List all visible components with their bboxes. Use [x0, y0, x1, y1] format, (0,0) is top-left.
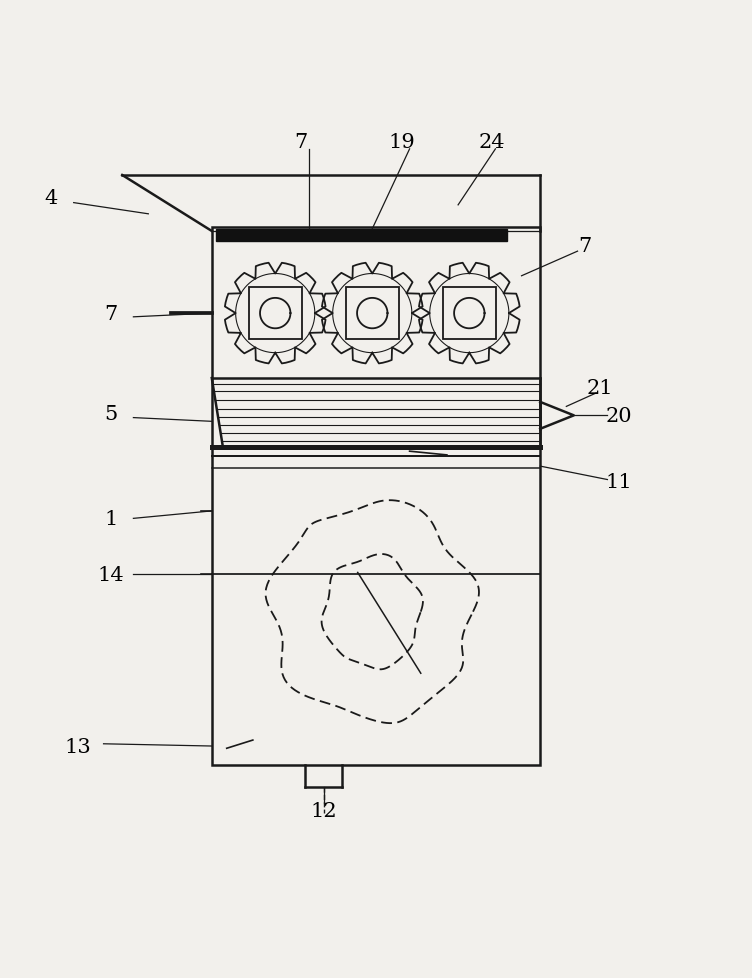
Bar	[346, 288, 399, 340]
Bar	[212, 228, 540, 765]
Text: 24: 24	[478, 133, 505, 152]
Text: 20: 20	[605, 407, 632, 425]
Text: 12: 12	[311, 802, 337, 821]
Text: 1: 1	[105, 510, 118, 528]
Text: 5: 5	[105, 405, 117, 423]
Text: 4: 4	[44, 189, 58, 207]
Text: 19: 19	[389, 133, 416, 152]
Text: 21: 21	[587, 378, 613, 398]
Text: 14: 14	[98, 565, 124, 584]
Bar	[249, 288, 302, 340]
Bar	[443, 288, 496, 340]
Text: 7: 7	[578, 237, 592, 256]
Text: 7: 7	[105, 304, 117, 324]
Text: 11: 11	[605, 472, 632, 491]
Text: 13: 13	[64, 736, 91, 756]
Bar	[216, 230, 507, 242]
Text: 7: 7	[295, 133, 308, 152]
